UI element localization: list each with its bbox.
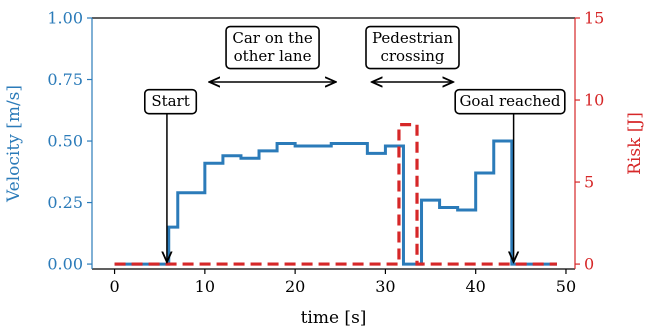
annotation-label: Car on the bbox=[232, 29, 313, 47]
series-layer bbox=[114, 123, 557, 266]
y-left-tick-label: 0.25 bbox=[47, 193, 83, 212]
y-right-tick-label: 15 bbox=[584, 9, 604, 28]
annotation-label: Pedestrian bbox=[372, 29, 453, 47]
annotation-box bbox=[454, 88, 566, 115]
annotation-box bbox=[143, 88, 198, 115]
annotation-box bbox=[225, 25, 320, 70]
velocity-series-line bbox=[114, 139, 557, 266]
annotation-box bbox=[365, 25, 460, 70]
x-tick-label: 10 bbox=[195, 277, 215, 296]
annotation-label: crossing bbox=[380, 47, 444, 65]
axes-layer: 0 10 20 30 40 50 0.00 0.25 0.50 0.75 1.00 0 5 10 15 tim… bbox=[4, 9, 645, 329]
risk-series-line bbox=[114, 123, 557, 266]
annotation-label: other lane bbox=[234, 47, 312, 65]
y-right-tick-label: 10 bbox=[584, 91, 604, 110]
annotation-label: Goal reached bbox=[459, 92, 560, 110]
y-right-tick-label: 5 bbox=[584, 173, 594, 192]
annotation-label: Start bbox=[151, 92, 189, 110]
y-left-tick-label: 0.75 bbox=[47, 70, 83, 89]
x-tick-label: 40 bbox=[466, 277, 486, 296]
y-left-tick-label: 0.00 bbox=[47, 255, 83, 274]
x-tick-label: 20 bbox=[285, 277, 305, 296]
x-tick-label: 50 bbox=[556, 277, 576, 296]
y-left-axis-label: Velocity [m/s] bbox=[4, 85, 24, 203]
y-left-tick-label: 0.50 bbox=[47, 132, 83, 151]
y-left-tick-label: 1.00 bbox=[47, 9, 83, 28]
y-right-axis-label: Risk [J] bbox=[625, 112, 645, 175]
x-tick-label: 30 bbox=[375, 277, 395, 296]
x-axis-label: time [s] bbox=[301, 308, 367, 328]
y-right-tick-label: 0 bbox=[584, 255, 594, 274]
x-tick-label: 0 bbox=[109, 277, 119, 296]
